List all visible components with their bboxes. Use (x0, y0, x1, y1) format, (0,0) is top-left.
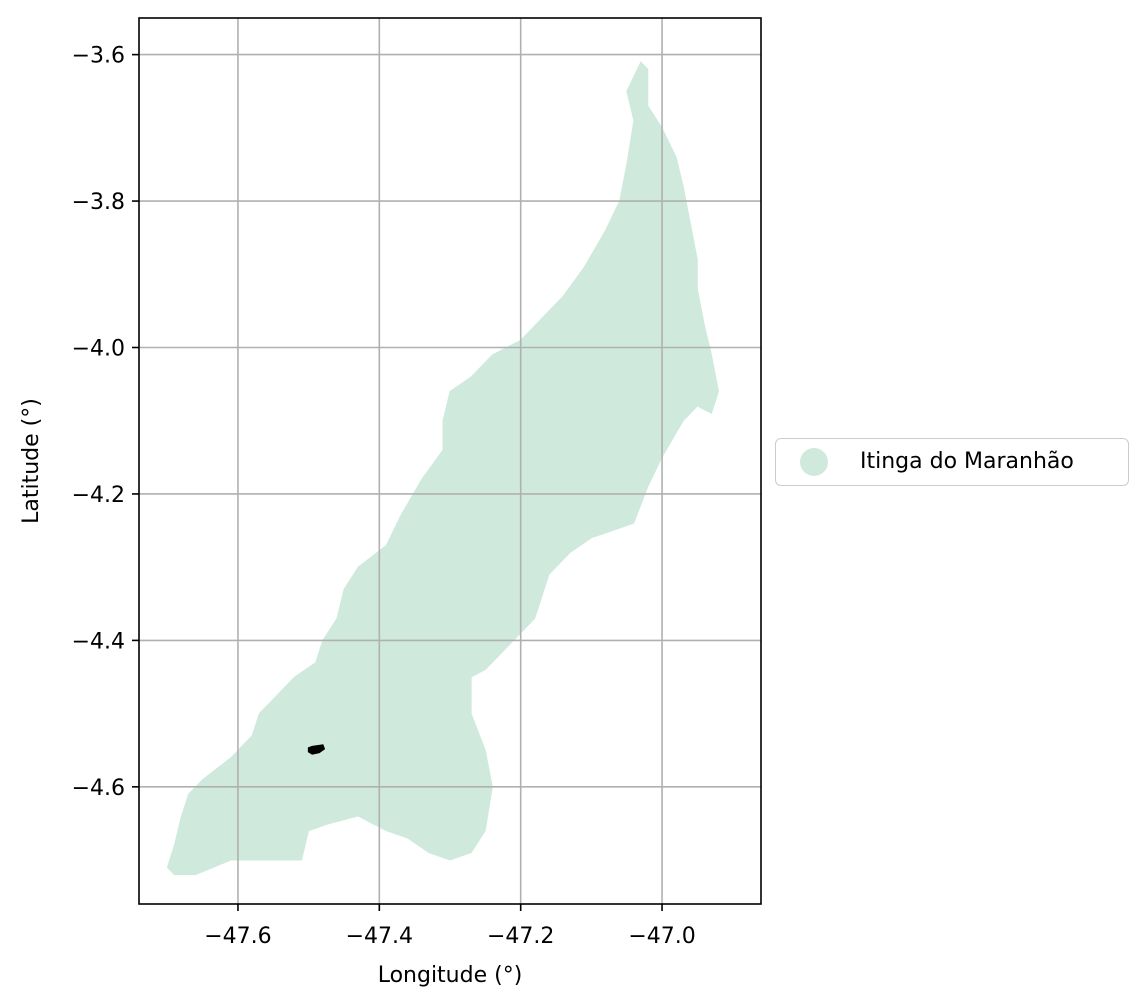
x-axis-ticks: −47.6 −47.4 −47.2 −47.0 (204, 904, 696, 949)
x-tick-label: −47.2 (487, 924, 554, 949)
municipality-polygon (166, 61, 720, 876)
axes-frame (138, 17, 762, 905)
y-axis-label: Latitude (°) (19, 398, 44, 524)
legend-marker (800, 448, 828, 476)
y-tick-label: −4.4 (72, 629, 125, 654)
grid-lines (139, 18, 761, 904)
point-feature (307, 744, 326, 755)
y-axis-ticks: −3.6 −3.8 −4.0 −4.2 −4.4 −4.6 (72, 44, 139, 801)
x-tick-label: −47.4 (346, 924, 413, 949)
x-axis-label: Longitude (°) (378, 963, 523, 988)
plot-area (166, 61, 720, 876)
y-tick-label: −4.6 (72, 776, 125, 801)
y-tick-label: −4.0 (72, 337, 125, 362)
x-tick-label: −47.0 (628, 924, 695, 949)
x-tick-label: −47.6 (204, 924, 271, 949)
y-tick-label: −3.6 (72, 44, 125, 69)
y-tick-label: −4.2 (72, 483, 125, 508)
legend: Itinga do Maranhão (775, 438, 1129, 486)
y-tick-label: −3.8 (72, 190, 125, 215)
legend-label: Itinga do Maranhão (860, 449, 1074, 474)
